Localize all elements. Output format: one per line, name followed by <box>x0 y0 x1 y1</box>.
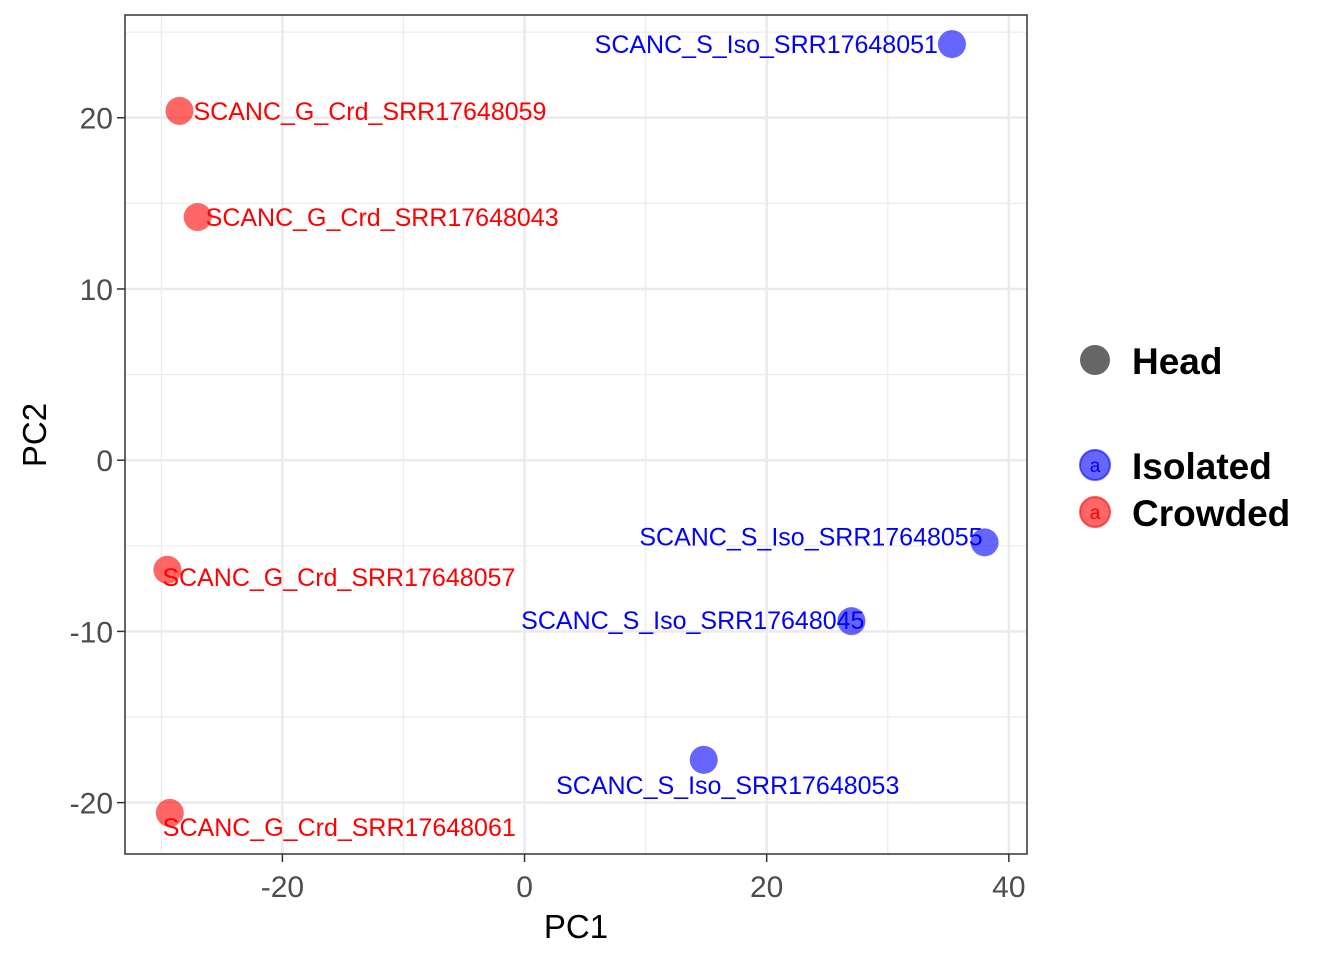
data-point-crowded <box>183 203 212 232</box>
legend-shape-title: Head <box>1132 341 1222 382</box>
legend-isolated-key-icon <box>1079 449 1111 481</box>
point-label-crowded: SCANC_G_Crd_SRR17648043 <box>206 204 559 232</box>
x-tick-label: -20 <box>261 871 304 904</box>
y-tick-label: 10 <box>80 274 113 307</box>
y-tick-label: -10 <box>70 616 113 649</box>
legend-head-shape-icon <box>1080 345 1110 375</box>
axes: -20 0 20 40 -20 -10 0 10 20 <box>70 103 1026 904</box>
point-label-isolated: SCANC_S_Iso_SRR17648045 <box>521 607 864 635</box>
plot-panel <box>125 15 1027 854</box>
data-point-crowded <box>165 96 194 125</box>
point-label-isolated: SCANC_S_Iso_SRR17648051 <box>595 31 938 59</box>
data-point-crowded <box>155 798 184 827</box>
legend-entry-isolated: Isolated <box>1132 446 1272 487</box>
data-point-crowded <box>153 555 182 584</box>
legend: Head a Isolated a Crowded <box>1079 341 1290 534</box>
point-label-crowded: SCANC_G_Crd_SRR17648057 <box>162 564 515 592</box>
plot-border <box>124 14 1028 855</box>
point-label-crowded: SCANC_G_Crd_SRR17648061 <box>163 814 516 842</box>
x-tick-label: 0 <box>516 871 533 904</box>
grid-lines <box>125 15 1027 854</box>
point-labels: SCANC_S_Iso_SRR17648051 SCANC_S_Iso_SRR17… <box>162 31 982 842</box>
x-axis-title: PC1 <box>544 908 608 945</box>
data-points <box>153 30 999 827</box>
point-label-crowded: SCANC_G_Crd_SRR17648059 <box>193 98 546 126</box>
y-axis-title: PC2 <box>16 403 53 467</box>
legend-isolated-key-glyph: a <box>1090 456 1101 477</box>
data-point-isolated <box>970 528 999 557</box>
y-tick-label: 0 <box>96 445 113 478</box>
point-label-isolated: SCANC_S_Iso_SRR17648053 <box>556 772 899 800</box>
point-label-isolated: SCANC_S_Iso_SRR17648055 <box>639 523 982 551</box>
data-point-isolated <box>837 607 866 636</box>
x-tick-label: 20 <box>750 871 783 904</box>
data-point-isolated <box>937 30 966 59</box>
legend-crowded-key-icon <box>1079 496 1111 528</box>
data-point-isolated <box>689 745 718 774</box>
legend-crowded-key-glyph: a <box>1090 503 1101 524</box>
x-tick-label: 40 <box>992 871 1025 904</box>
y-tick-label: -20 <box>70 788 113 821</box>
legend-entry-crowded: Crowded <box>1132 493 1290 534</box>
y-tick-label: 20 <box>80 103 113 136</box>
